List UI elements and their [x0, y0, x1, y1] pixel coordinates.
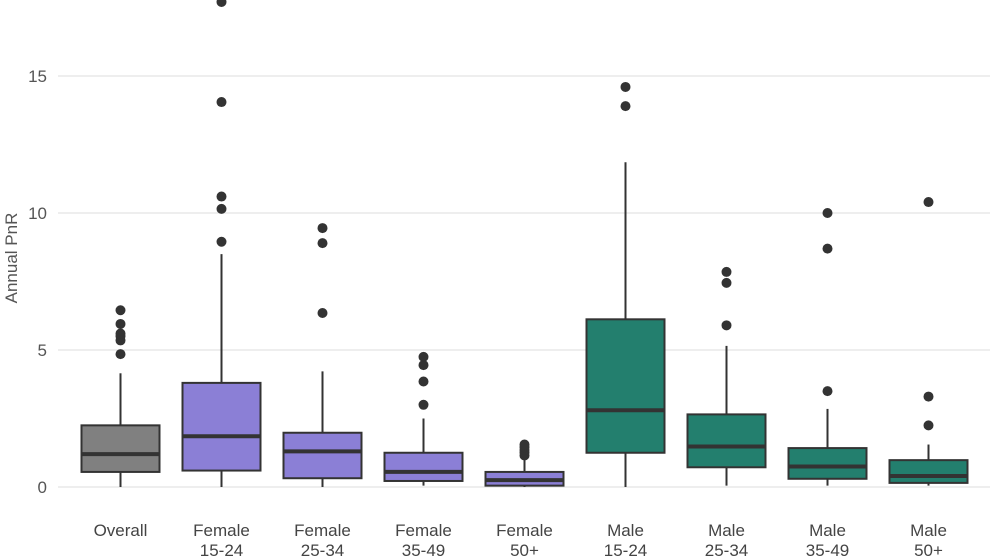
x-tick-label-line2: 35-49	[402, 541, 445, 559]
x-tick-label-line2: 25-34	[705, 541, 748, 559]
outlier-point	[317, 223, 328, 234]
x-axis-labels: Overall Female15-24Female25-34Female35-49…	[94, 521, 947, 559]
x-tick-label-line2: 15-24	[604, 541, 647, 559]
outlier-point	[115, 328, 126, 339]
box	[383, 451, 464, 482]
y-tick-label: 5	[38, 341, 47, 360]
outlier-point	[721, 320, 732, 331]
box-group	[181, 0, 262, 487]
box-group	[686, 266, 767, 486]
x-tick-label: Overall	[94, 521, 148, 540]
outlier-point	[822, 208, 833, 218]
y-tick-label: 0	[38, 478, 47, 497]
outlier-point	[216, 0, 227, 8]
outlier-point	[115, 318, 126, 329]
outlier-point	[923, 197, 934, 208]
x-tick-label: Female	[294, 521, 351, 540]
outlier-point	[519, 439, 530, 450]
box-group	[383, 351, 464, 486]
box-group	[282, 223, 363, 487]
outlier-point	[620, 81, 631, 92]
outlier-point	[418, 399, 429, 410]
y-tick-label: 15	[28, 67, 47, 86]
outlier-point	[216, 236, 227, 247]
box	[787, 447, 868, 480]
outlier-point	[216, 191, 227, 202]
x-tick-label: Male	[910, 521, 947, 540]
outlier-point	[923, 391, 934, 402]
x-tick-label: Female	[193, 521, 250, 540]
outlier-point	[822, 243, 833, 254]
outlier-point	[115, 349, 126, 360]
x-tick-label: Male	[607, 521, 644, 540]
box	[80, 424, 161, 473]
box	[181, 381, 262, 472]
y-axis-title: Annual PnR	[2, 213, 21, 304]
y-tick-label: 10	[28, 204, 47, 223]
outlier-point	[317, 238, 328, 249]
box-group	[888, 197, 969, 486]
x-tick-label-line2: 50+	[510, 541, 539, 559]
box	[686, 413, 767, 469]
x-tick-label-line2: 50+	[914, 541, 943, 559]
boxes	[80, 0, 969, 487]
outlier-point	[115, 305, 126, 316]
x-tick-label: Male	[708, 521, 745, 540]
outlier-point	[418, 376, 429, 387]
outlier-point	[418, 360, 429, 371]
box	[585, 318, 666, 454]
box	[282, 431, 363, 480]
box	[888, 459, 969, 484]
outlier-point	[317, 308, 328, 319]
x-tick-label: Female	[496, 521, 553, 540]
outlier-point	[822, 386, 833, 397]
y-axis-ticks: 0 5 10 15	[28, 67, 47, 497]
outlier-point	[721, 266, 732, 277]
box-group	[585, 81, 666, 487]
outlier-point	[923, 420, 934, 431]
outlier-point	[216, 203, 227, 214]
box-group	[484, 439, 565, 487]
outlier-point	[216, 97, 227, 108]
x-tick-label: Female	[395, 521, 452, 540]
x-tick-label: Male	[809, 521, 846, 540]
outlier-point	[418, 351, 429, 362]
x-tick-label-line2: 35-49	[806, 541, 849, 559]
box-group	[787, 208, 868, 486]
box-group	[80, 305, 161, 487]
x-tick-label-line2: 15-24	[200, 541, 243, 559]
outlier-point	[620, 101, 631, 112]
x-tick-label-line2: 25-34	[301, 541, 344, 559]
outlier-point	[721, 277, 732, 288]
